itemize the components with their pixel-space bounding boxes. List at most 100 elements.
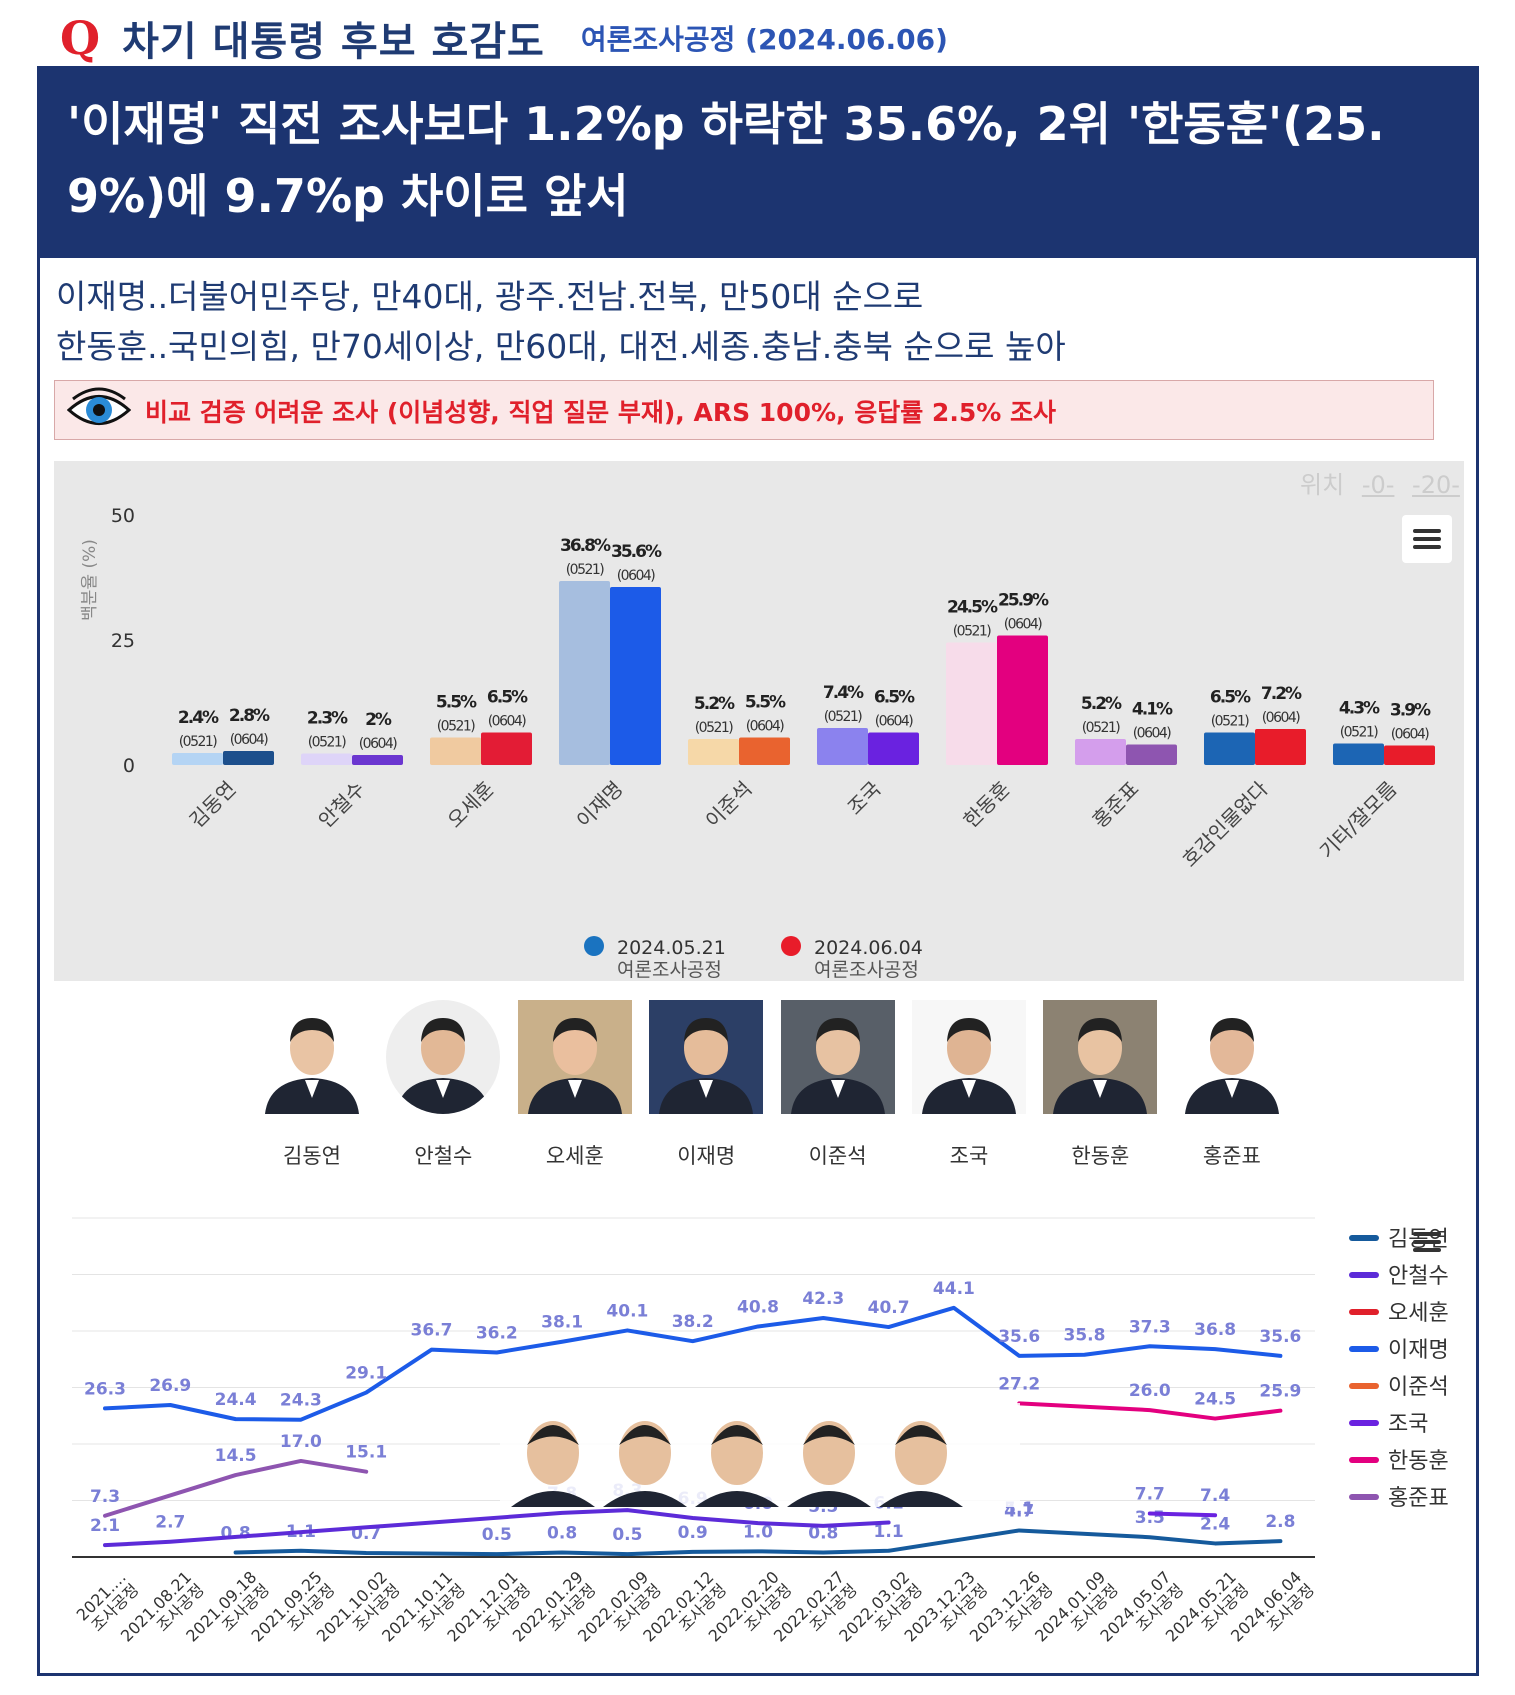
data-label: 7.4 bbox=[1200, 1486, 1230, 1506]
bar bbox=[1255, 729, 1306, 765]
bar bbox=[946, 642, 997, 765]
data-label: 0.9 bbox=[678, 1523, 708, 1543]
inline-candidate-hair bbox=[711, 1425, 763, 1445]
bar-date-label: (0521) bbox=[566, 562, 605, 578]
candidate-photo-name: 김동연 bbox=[283, 1144, 341, 1168]
data-label: 1.0 bbox=[743, 1522, 773, 1542]
inline-candidate-suit bbox=[511, 1491, 595, 1507]
bar-value-label: 5.5% bbox=[436, 693, 477, 713]
bar-date-label: (0604) bbox=[1391, 727, 1430, 743]
y-tick-label: 25 bbox=[111, 630, 135, 652]
data-label: 26.0 bbox=[1129, 1381, 1171, 1401]
legend-item-이준석[interactable]: 이준석 bbox=[1388, 1375, 1449, 1400]
candidate-photo-name: 홍준표 bbox=[1202, 1144, 1261, 1168]
position-links: 위치 -0- -20- bbox=[1300, 465, 1460, 500]
line-chart: 0.8 1.1 0.7 0.5 0.8 0.5 0.9 1.0 0.8 1.14.7 3.5 2.4 2… bbox=[72, 1217, 1449, 1646]
legend-item-오세훈[interactable]: 오세훈 bbox=[1388, 1301, 1449, 1326]
x-tick-label: 기타/잘모름 bbox=[1315, 777, 1402, 864]
y-tick-label: 50 bbox=[111, 505, 135, 527]
data-label: 17.0 bbox=[280, 1432, 322, 1452]
data-label: 36.2 bbox=[476, 1323, 518, 1343]
data-label: 15.1 bbox=[345, 1443, 387, 1463]
candidate-photo bbox=[255, 1000, 369, 1114]
warning-box: 비교 검증 어려운 조사 (이념성향, 직업 질문 부재), ARS 100%,… bbox=[54, 380, 1434, 440]
legend-item-이재명[interactable]: 이재명 bbox=[1388, 1338, 1449, 1363]
bar bbox=[1075, 739, 1126, 765]
data-label: 24.3 bbox=[280, 1391, 322, 1411]
position-label: 위치 bbox=[1300, 471, 1345, 499]
data-label: 36.7 bbox=[411, 1321, 453, 1341]
legend-item-김동연[interactable]: 김동연 bbox=[1388, 1227, 1449, 1252]
bar bbox=[688, 739, 739, 765]
candidate-photo bbox=[1043, 1000, 1158, 1114]
series-line-김동연 bbox=[233, 1528, 1283, 1557]
bar bbox=[1204, 732, 1255, 765]
data-label: 35.8 bbox=[1064, 1326, 1106, 1346]
data-label: 7.3 bbox=[90, 1487, 120, 1507]
legend-item-조국[interactable]: 조국 bbox=[1388, 1412, 1428, 1437]
x-tick-label: 이준석 bbox=[701, 777, 757, 833]
bar-value-label: 6.5% bbox=[874, 688, 915, 708]
bar-date-label: (0521) bbox=[953, 624, 992, 640]
legend-marker bbox=[781, 936, 801, 956]
candidate-photo bbox=[1174, 1000, 1289, 1114]
bar bbox=[430, 737, 481, 765]
bar-date-label: (0604) bbox=[875, 714, 914, 730]
position-link-0[interactable]: -0- bbox=[1361, 471, 1395, 499]
legend-label[interactable]: 2024.05.21 bbox=[617, 937, 726, 959]
legend-sublabel: 여론조사공정 bbox=[814, 959, 919, 981]
bar-date-label: (0604) bbox=[746, 719, 785, 735]
bar bbox=[1384, 745, 1435, 765]
q-icon: Q bbox=[60, 11, 101, 65]
bar-value-label: 4.3% bbox=[1339, 699, 1380, 719]
candidate-photo-name: 한동훈 bbox=[1071, 1144, 1130, 1168]
inline-candidate-hair bbox=[803, 1425, 855, 1445]
data-label: 25.9 bbox=[1259, 1382, 1301, 1402]
legend-item-안철수[interactable]: 안철수 bbox=[1388, 1264, 1449, 1289]
bar-date-label: (0521) bbox=[308, 735, 347, 751]
headline: '이재명' 직전 조사보다 1.2%p 하락한 35.6%, 2위 '한동훈'(… bbox=[67, 97, 1385, 223]
series-line-안철수 bbox=[103, 1508, 891, 1548]
data-label: 24.5 bbox=[1194, 1390, 1236, 1410]
bar-chart-area bbox=[54, 461, 1464, 981]
bar bbox=[997, 635, 1048, 765]
bar-value-label: 25.9% bbox=[998, 591, 1049, 611]
candidate-photo bbox=[649, 1000, 764, 1114]
position-link-20[interactable]: -20- bbox=[1412, 471, 1460, 499]
x-tick-label: 조국 bbox=[843, 777, 886, 820]
bar-chart-menu-button[interactable] bbox=[1402, 515, 1452, 563]
legend-label[interactable]: 2024.06.04 bbox=[814, 937, 923, 959]
data-label: 44.1 bbox=[933, 1279, 975, 1299]
data-label: 0.8 bbox=[547, 1523, 577, 1543]
legend-item-홍준표[interactable]: 홍준표 bbox=[1388, 1486, 1449, 1511]
data-label: 40.1 bbox=[606, 1301, 648, 1321]
candidate-photo-name: 이준석 bbox=[808, 1144, 867, 1168]
inline-candidate-suit bbox=[787, 1491, 871, 1507]
bar-value-label: 2.3% bbox=[307, 709, 348, 729]
candidate-photo-name: 오세훈 bbox=[545, 1144, 604, 1168]
bar-date-label: (0521) bbox=[1082, 720, 1121, 736]
bar-date-label: (0604) bbox=[617, 568, 656, 584]
bar-value-label: 3.9% bbox=[1390, 701, 1431, 721]
candidate-photo-name: 조국 bbox=[949, 1144, 989, 1168]
data-label: 2.1 bbox=[90, 1516, 120, 1536]
bar-value-label: 36.8% bbox=[560, 536, 611, 556]
bar bbox=[223, 751, 274, 765]
bar-date-label: (0604) bbox=[230, 732, 269, 748]
bar-value-label: 7.2% bbox=[1261, 684, 1302, 704]
data-label: 26.9 bbox=[149, 1376, 191, 1396]
x-tick-label: 홍준표 bbox=[1088, 777, 1144, 833]
inline-candidate-suit bbox=[695, 1491, 779, 1507]
line-chart-menu-button[interactable] bbox=[1402, 1218, 1452, 1266]
data-label: 29.1 bbox=[345, 1364, 387, 1384]
data-label: 35.6 bbox=[1259, 1327, 1301, 1347]
legend-sublabel: 여론조사공정 bbox=[617, 959, 722, 981]
legend-item-한동훈[interactable]: 한동훈 bbox=[1388, 1449, 1449, 1474]
pollster-label: 여론조사공정 (2024.06.06) bbox=[580, 23, 948, 56]
bar bbox=[817, 728, 868, 765]
data-label: 40.7 bbox=[868, 1298, 910, 1318]
eye-icon bbox=[67, 387, 131, 425]
data-label: 0.8 bbox=[808, 1523, 838, 1543]
bar-date-label: (0604) bbox=[1262, 710, 1301, 726]
candidate-photo-name: 이재명 bbox=[677, 1144, 736, 1168]
